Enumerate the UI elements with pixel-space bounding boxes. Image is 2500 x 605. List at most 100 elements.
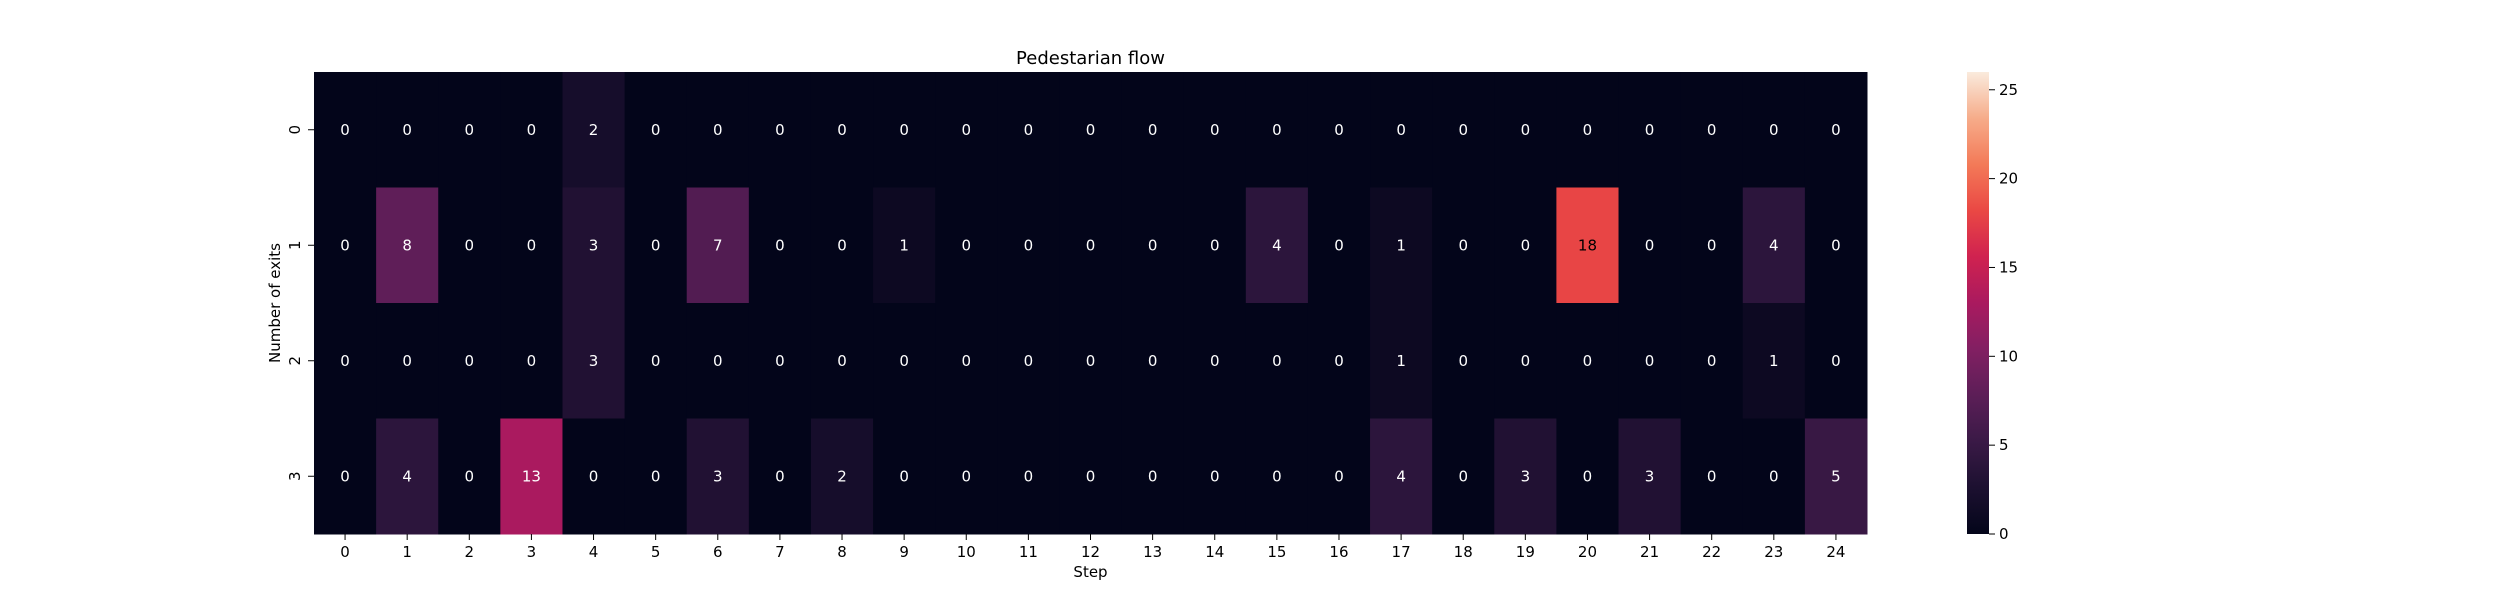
cell-value-label: 0 [837,352,847,370]
cell-value-label: 0 [402,121,412,139]
cell-value-label: 0 [1272,467,1282,485]
x-tick-label: 6 [713,543,723,561]
x-axis-label: Step [1073,563,1107,581]
heatmap-cell [873,303,936,419]
cell-value-label: 0 [527,236,537,254]
cell-value-label: 0 [1272,352,1282,370]
heatmap-cell [810,303,874,419]
heatmap-cell [1183,418,1247,535]
colorbar-tick-label: 15 [1999,258,2018,276]
heatmap-cell [1307,187,1371,304]
cell-value-label: 0 [1024,352,1034,370]
heatmap-cell [1742,187,1806,304]
cell-value-label: 0 [1521,121,1531,139]
heatmap-cell [810,418,874,535]
heatmap-cell [1680,418,1744,535]
heatmap-cell [997,72,1060,188]
cell-value-label: 0 [1645,236,1655,254]
heatmap-cell [1804,72,1868,188]
cell-value-label: 0 [1769,121,1779,139]
heatmap-cell [1059,72,1123,188]
heatmap-cell [748,303,812,419]
heatmap-cell [1121,418,1185,535]
cell-value-label: 1 [1769,352,1779,370]
cell-value-label: 0 [651,352,661,370]
heatmap-cell [438,72,501,188]
heatmap-cell [1742,303,1806,419]
cell-value-label: 0 [1645,352,1655,370]
heatmap-cell [997,418,1060,535]
heatmap-cell [748,72,812,188]
cell-value-label: 0 [465,467,475,485]
x-tick-label: 15 [1267,543,1286,561]
cell-value-label: 0 [961,467,971,485]
heatmap-cell [1307,72,1371,188]
y-axis: 0 1 2 3 [286,125,314,481]
cell-value-label: 1 [1396,352,1406,370]
heatmap-cell [935,303,998,419]
heatmap-cell [438,418,501,535]
colorbar-tick-label: 25 [1999,81,2018,99]
x-tick-label: 0 [340,543,350,561]
heatmap-cell [997,187,1060,304]
cell-value-label: 0 [899,121,909,139]
heatmap-cell [1432,72,1495,188]
heatmap-cell [562,72,626,188]
cell-value-label: 13 [522,467,541,485]
cell-value-label: 0 [1148,467,1158,485]
heatmap-cell [376,418,439,535]
cell-value-label: 0 [1210,121,1220,139]
heatmap-cell [1556,72,1620,188]
heatmap-cell [1556,303,1620,419]
x-tick-label: 22 [1702,543,1721,561]
cell-value-label: 2 [837,467,847,485]
colorbar-tick-label: 20 [1999,170,2018,188]
chart-title: Pedestarian flow [1016,48,1165,69]
heatmap-cell [1556,187,1620,304]
cell-value-label: 0 [651,236,661,254]
heatmap-cell [438,187,501,304]
cell-value-label: 0 [961,236,971,254]
x-tick-label: 18 [1454,543,1473,561]
x-tick-label: 16 [1329,543,1348,561]
cell-value-label: 0 [1458,236,1468,254]
cell-value-label: 0 [340,352,350,370]
heatmap-cell [1618,418,1682,535]
x-tick-label: 8 [837,543,847,561]
colorbar: 0 5 10 15 20 25 [1967,72,2018,543]
heatmap-cell [1245,72,1309,188]
cell-value-label: 1 [1396,236,1406,254]
cell-value-label: 1 [899,236,909,254]
cell-value-label: 0 [527,352,537,370]
cell-value-label: 4 [1396,467,1406,485]
heatmap-cell [1121,303,1185,419]
cell-value-label: 0 [837,121,847,139]
heatmap-cell [624,303,688,419]
heatmap-cell [1742,72,1806,188]
x-tick-label: 17 [1392,543,1411,561]
cell-value-label: 0 [1831,352,1841,370]
x-tick-label: 5 [651,543,661,561]
heatmap-cell [873,418,936,535]
heatmap-cell [1432,303,1495,419]
heatmap-cell [1121,187,1185,304]
cell-value-label: 0 [1334,121,1344,139]
cell-value-label: 0 [775,121,785,139]
cell-value-label: 0 [1086,352,1096,370]
cell-value-label: 0 [1148,352,1158,370]
cell-value-label: 0 [402,352,412,370]
cell-value-label: 0 [340,467,350,485]
x-tick-label: 20 [1578,543,1597,561]
cell-value-label: 0 [899,467,909,485]
cell-value-label: 3 [1645,467,1655,485]
x-tick-label: 2 [465,543,475,561]
heatmap-cell [1121,72,1185,188]
heatmap-cell [1059,303,1123,419]
heatmap-cell [1370,72,1433,188]
heatmap-cell [1370,418,1433,535]
y-tick-label: 3 [286,471,304,481]
cell-value-label: 0 [775,352,785,370]
cell-value-label: 0 [465,352,475,370]
heatmap-cell [624,187,688,304]
